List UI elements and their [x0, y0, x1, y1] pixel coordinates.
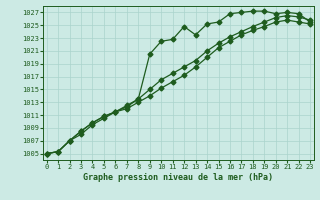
X-axis label: Graphe pression niveau de la mer (hPa): Graphe pression niveau de la mer (hPa)	[84, 173, 273, 182]
